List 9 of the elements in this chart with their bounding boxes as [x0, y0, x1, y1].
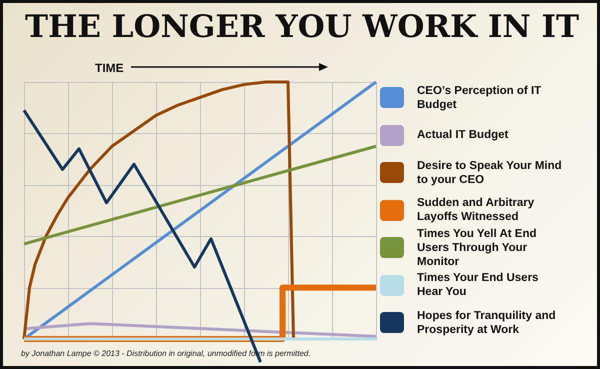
legend-label: Actual IT Budget	[417, 128, 510, 142]
legend-label: Times Your End Users Hear You	[417, 271, 540, 300]
legend-label: Sudden and Arbitrary Layoffs Witnessed	[417, 196, 536, 224]
legend-label: CEO’s Perception of IT Budget	[417, 84, 542, 112]
x-axis-title: TIME	[95, 61, 124, 75]
legend-label: Times You Yell At End Users Through Your Monitor	[417, 226, 538, 269]
legend-label: Desire to Speak Your Mind to your CEO	[417, 158, 563, 187]
legend-label: Hopes for Tranquility and Prosperity at Work	[417, 308, 557, 337]
chart-title: THE LONGER YOU WORK IN IT	[25, 9, 580, 45]
